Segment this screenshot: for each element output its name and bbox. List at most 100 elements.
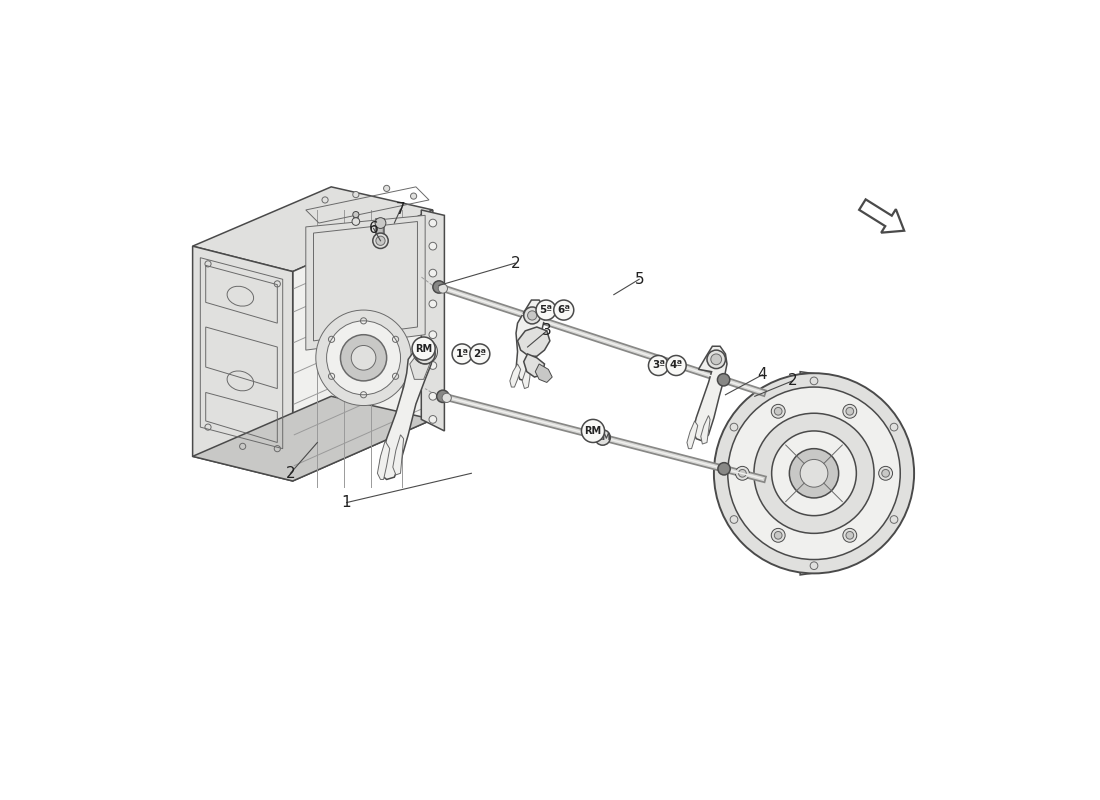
Polygon shape — [522, 362, 530, 389]
Polygon shape — [409, 354, 430, 379]
Circle shape — [353, 191, 359, 198]
Circle shape — [442, 394, 451, 402]
Circle shape — [429, 362, 437, 370]
Polygon shape — [800, 372, 822, 575]
Text: 2ª: 2ª — [473, 349, 486, 359]
Text: 4ª: 4ª — [670, 361, 683, 370]
Circle shape — [771, 404, 785, 418]
Polygon shape — [306, 215, 425, 350]
Circle shape — [316, 310, 411, 406]
Polygon shape — [421, 210, 444, 431]
Circle shape — [595, 430, 610, 445]
Circle shape — [438, 284, 448, 293]
Circle shape — [882, 470, 890, 477]
Polygon shape — [192, 187, 433, 271]
Circle shape — [437, 390, 449, 402]
Circle shape — [341, 334, 387, 381]
Text: 1: 1 — [342, 495, 351, 510]
Circle shape — [711, 354, 722, 365]
Text: RM: RM — [418, 347, 432, 356]
Circle shape — [774, 407, 782, 415]
Polygon shape — [701, 415, 711, 444]
Text: 6: 6 — [368, 221, 378, 236]
Circle shape — [429, 242, 437, 250]
Text: RM: RM — [584, 426, 602, 436]
Polygon shape — [524, 354, 544, 377]
Circle shape — [429, 219, 437, 227]
Circle shape — [322, 197, 328, 203]
Circle shape — [846, 531, 854, 539]
Polygon shape — [686, 421, 697, 449]
Text: 7: 7 — [396, 202, 405, 217]
Circle shape — [429, 270, 437, 277]
Circle shape — [536, 300, 556, 320]
Circle shape — [879, 466, 892, 480]
Circle shape — [774, 531, 782, 539]
Circle shape — [714, 373, 914, 574]
Circle shape — [707, 350, 726, 369]
Polygon shape — [192, 246, 293, 481]
Circle shape — [524, 307, 541, 324]
Polygon shape — [378, 341, 433, 479]
Circle shape — [772, 431, 856, 516]
Circle shape — [376, 236, 385, 246]
Polygon shape — [393, 435, 404, 475]
Circle shape — [384, 186, 389, 191]
Circle shape — [728, 387, 900, 559]
Text: 1ª: 1ª — [455, 349, 469, 359]
Circle shape — [717, 374, 729, 386]
Circle shape — [738, 470, 746, 477]
Text: 6ª: 6ª — [558, 305, 570, 315]
Circle shape — [429, 331, 437, 338]
Polygon shape — [192, 396, 433, 481]
Circle shape — [667, 355, 686, 375]
Text: 3: 3 — [542, 323, 552, 338]
Text: RM: RM — [415, 343, 432, 354]
Text: 2: 2 — [510, 255, 520, 270]
Circle shape — [373, 233, 388, 249]
Circle shape — [553, 300, 574, 320]
Circle shape — [429, 300, 437, 308]
Text: 2: 2 — [788, 374, 798, 389]
Circle shape — [415, 344, 436, 364]
Circle shape — [771, 528, 785, 542]
Circle shape — [810, 562, 818, 570]
Text: 5ª: 5ª — [539, 305, 552, 315]
Circle shape — [375, 218, 386, 229]
Circle shape — [429, 393, 437, 400]
Circle shape — [432, 281, 446, 293]
Circle shape — [890, 423, 898, 431]
Circle shape — [429, 415, 437, 423]
Polygon shape — [293, 210, 433, 481]
Circle shape — [718, 462, 730, 475]
Circle shape — [843, 528, 857, 542]
Circle shape — [754, 414, 875, 534]
Polygon shape — [377, 441, 389, 479]
Polygon shape — [536, 364, 552, 382]
Circle shape — [810, 377, 818, 385]
Circle shape — [470, 344, 490, 364]
Polygon shape — [510, 364, 520, 387]
Text: 5: 5 — [635, 272, 643, 286]
Polygon shape — [517, 327, 550, 356]
Circle shape — [353, 211, 359, 218]
Circle shape — [649, 355, 669, 375]
Text: RM: RM — [595, 433, 610, 442]
Circle shape — [582, 419, 605, 442]
Circle shape — [736, 466, 749, 480]
Text: 2: 2 — [286, 466, 295, 481]
Circle shape — [419, 348, 431, 360]
Text: 4: 4 — [758, 367, 767, 382]
Text: 3ª: 3ª — [652, 361, 666, 370]
Circle shape — [730, 423, 738, 431]
Circle shape — [790, 449, 838, 498]
Circle shape — [412, 337, 436, 360]
Circle shape — [843, 404, 857, 418]
Circle shape — [730, 516, 738, 523]
Circle shape — [327, 321, 400, 394]
Circle shape — [452, 344, 472, 364]
Circle shape — [351, 346, 376, 370]
Circle shape — [846, 407, 854, 415]
Circle shape — [800, 459, 828, 487]
Polygon shape — [516, 300, 544, 381]
